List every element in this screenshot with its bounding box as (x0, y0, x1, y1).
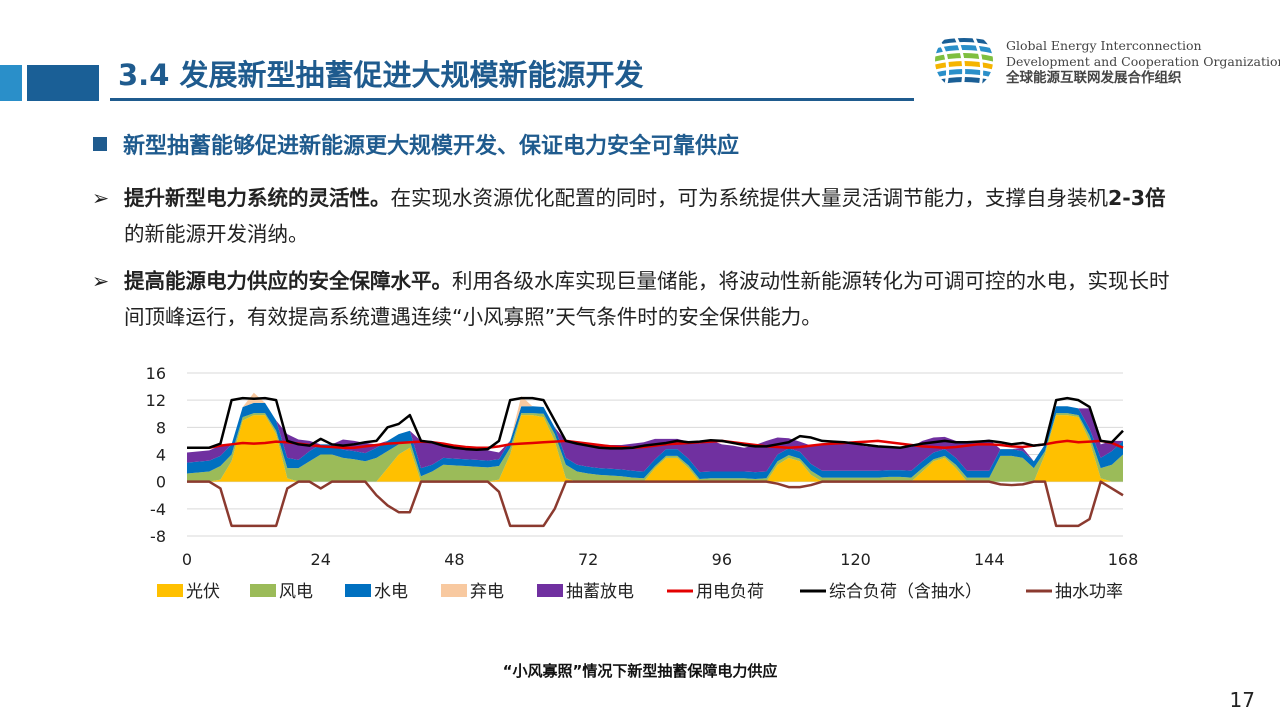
x-tick-label: 72 (578, 550, 598, 569)
point-security-heading: 提高能源电力供应的安全保障水平。 (124, 269, 452, 293)
legend-swatch (250, 584, 276, 597)
point-security-text: 利用各级水库实现巨量储能，将波动性新能源转化为可调可控的水电，实现长时间顶峰运行… (124, 269, 1170, 329)
main-bullet-text: 新型抽蓄能够促进新能源更大规模开发、保证电力安全可靠供应 (123, 134, 740, 159)
y-tick-label: 16 (146, 364, 166, 383)
x-tick-label: 96 (712, 550, 732, 569)
legend-label: 弃电 (470, 582, 504, 602)
x-tick-label: 168 (1108, 550, 1139, 569)
org-name-en-line1: Global Energy Interconnection (1006, 38, 1202, 53)
legend-label: 用电负荷 (696, 582, 764, 602)
arrow-bullet-icon: ➢ (92, 269, 110, 293)
main-bullet: 新型抽蓄能够促进新能源更大规模开发、保证电力安全可靠供应 (93, 128, 739, 160)
solar-area (187, 415, 1123, 482)
legend-label: 综合负荷（含抽水） (829, 582, 982, 602)
point-flexibility-text-end: 的新能源开发消纳。 (124, 222, 309, 246)
header-accent-bar-light (0, 65, 22, 101)
legend-label: 光伏 (186, 582, 220, 602)
point-flexibility-multiplier: 2-3倍 (1108, 186, 1166, 210)
point-flexibility-heading: 提升新型电力系统的灵活性。 (124, 186, 391, 210)
electric-load-line (187, 439, 1124, 449)
slide-title: 3.4 发展新型抽蓄促进大规模新能源开发 (118, 58, 644, 92)
y-tick-label: -4 (150, 500, 166, 519)
org-name-cn: 全球能源互联网发展合作组织 (1006, 70, 1182, 86)
header-accent-bar-dark (27, 65, 99, 101)
x-tick-label: 48 (444, 550, 464, 569)
legend-swatch (345, 584, 371, 597)
legend-label: 风电 (279, 582, 313, 602)
legend-label: 水电 (374, 582, 408, 602)
total-load-line (187, 396, 1124, 451)
title-underline (110, 98, 914, 101)
point-security: ➢ 提高能源电力供应的安全保障水平。利用各级水库实现巨量储能，将波动性新能源转化… (92, 263, 1182, 335)
square-bullet-icon (93, 137, 107, 151)
point-flexibility-text: 在实现水资源优化配置的同时，可为系统提供大量灵活调节能力，支撑自身装机 (390, 186, 1109, 210)
x-tick-label: 144 (974, 550, 1005, 569)
geidco-logo-icon (935, 32, 993, 90)
power-supply-chart: 16 12 8 4 0 -4 -8 0 24 48 72 96 120 144 168 光伏 风电 水电 弃电 抽蓄放… (146, 364, 1139, 602)
x-tick-label: 0 (182, 550, 192, 569)
legend-label: 抽蓄放电 (566, 582, 634, 602)
legend-swatch (537, 584, 563, 597)
x-tick-label: 120 (840, 550, 871, 569)
legend-swatch (157, 584, 183, 597)
legend-swatch (441, 584, 467, 597)
pumped-storage-discharge-area (187, 392, 1123, 473)
point-flexibility: ➢ 提升新型电力系统的灵活性。在实现水资源优化配置的同时，可为系统提供大量灵活调… (92, 180, 1182, 252)
pumping-power-line (187, 480, 1124, 528)
organization-name: Global Energy Interconnection Developmen… (1006, 38, 1280, 86)
chart-caption: “小风寡照”情况下新型抽蓄保障电力供应 (502, 662, 778, 680)
legend-label: 抽水功率 (1055, 582, 1123, 602)
arrow-bullet-icon: ➢ (92, 186, 110, 210)
y-tick-label: 4 (156, 446, 166, 465)
y-tick-label: 12 (146, 391, 166, 410)
y-tick-label: 8 (156, 418, 166, 437)
org-name-en-line2: Development and Cooperation Organization (1006, 54, 1280, 69)
y-tick-label: 0 (156, 473, 166, 492)
wind-area (187, 413, 1123, 482)
y-tick-label: -8 (150, 527, 166, 546)
x-tick-label: 24 (311, 550, 331, 569)
page-number: 17 (1229, 688, 1255, 712)
hydro-area (187, 402, 1123, 479)
